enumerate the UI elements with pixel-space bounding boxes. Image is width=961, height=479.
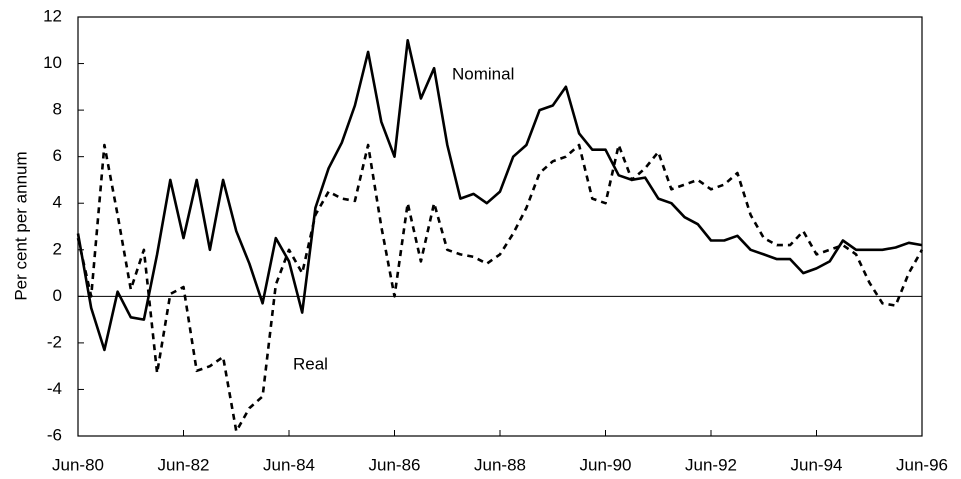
y-tick-label: 12 (43, 6, 62, 25)
y-tick-label: 10 (43, 53, 62, 72)
y-tick-label: 0 (53, 286, 62, 305)
x-tick-label: Jun-80 (52, 455, 104, 474)
x-tick-label: Jun-86 (369, 455, 421, 474)
x-tick-label: Jun-96 (896, 455, 948, 474)
y-axis-label: Per cent per annum (11, 151, 30, 300)
series-line (76, 39, 923, 352)
x-tick-label: Jun-90 (580, 455, 632, 474)
series-annotation: Nominal (452, 64, 514, 83)
x-tick-label: Jun-88 (474, 455, 526, 474)
x-tick-label: Jun-94 (791, 455, 843, 474)
x-tick-label: Jun-92 (685, 455, 737, 474)
y-tick-label: -4 (47, 379, 62, 398)
y-tick-label: 8 (53, 100, 62, 119)
y-tick-label: 6 (53, 146, 62, 165)
series-annotation: Real (293, 354, 328, 373)
series-line (76, 143, 924, 433)
y-tick-label: -6 (47, 425, 62, 444)
x-tick-label: Jun-84 (263, 455, 315, 474)
x-tick-label: Jun-82 (158, 455, 210, 474)
y-tick-label: 4 (53, 193, 62, 212)
y-tick-label: -2 (47, 332, 62, 351)
y-tick-label: 2 (53, 239, 62, 258)
